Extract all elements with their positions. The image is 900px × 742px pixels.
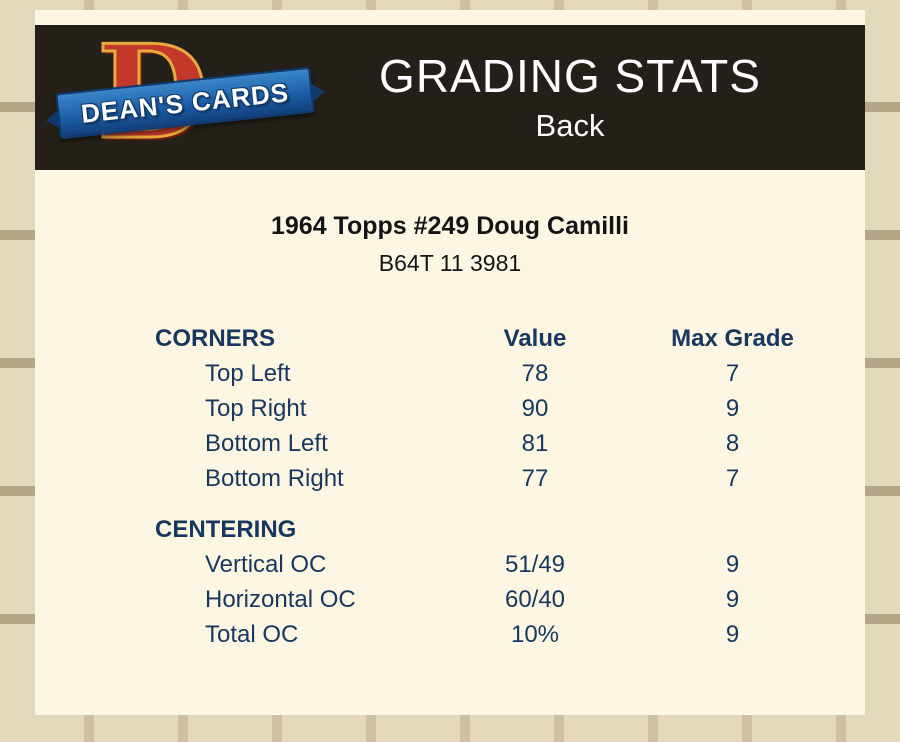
row-value: 78 — [521, 359, 549, 387]
row-label: Vertical OC — [205, 550, 327, 578]
row-label: Bottom Right — [205, 464, 344, 492]
table-header-row: CORNERS Value Max Grade — [155, 321, 835, 356]
card-title: 1964 Topps #249 Doug Camilli — [271, 212, 629, 240]
row-max-grade: 7 — [725, 359, 740, 387]
stats-table: CORNERS Value Max Grade Top Left 78 7 To… — [155, 321, 835, 652]
card-code: B64T 11 3981 — [378, 250, 522, 276]
column-header-value: Value — [503, 324, 567, 352]
row-max-grade: 9 — [725, 620, 740, 648]
table-row: Top Left 78 7 — [155, 356, 835, 391]
row-value: 81 — [521, 429, 549, 457]
row-value: 51/49 — [504, 550, 566, 578]
table-row: Vertical OC 51/49 9 — [155, 547, 835, 582]
table-row: Top Right 90 9 — [155, 391, 835, 426]
table-row: Bottom Left 81 8 — [155, 426, 835, 461]
table-row: Bottom Right 77 7 — [155, 461, 835, 496]
row-value: 10% — [510, 620, 560, 648]
row-label: Horizontal OC — [205, 585, 356, 613]
table-row: Total OC 10% 9 — [155, 617, 835, 652]
row-max-grade: 9 — [725, 550, 740, 578]
row-label: Bottom Left — [205, 429, 328, 457]
row-max-grade: 7 — [725, 464, 740, 492]
stats-content: 1964 Topps #249 Doug Camilli B64T 11 398… — [35, 212, 865, 652]
page-title: GRADING STATS — [379, 50, 761, 103]
table-row: Horizontal OC 60/40 9 — [155, 582, 835, 617]
row-label: Top Right — [205, 394, 307, 422]
row-label: Total OC — [205, 620, 299, 648]
row-max-grade: 8 — [725, 429, 740, 457]
section-header-row: CENTERING — [155, 512, 835, 547]
row-label: Top Left — [205, 359, 291, 387]
row-max-grade: 9 — [725, 585, 740, 613]
deans-cards-logo[interactable]: D DEAN'S CARDS — [55, 24, 325, 165]
section-label-centering: CENTERING — [155, 515, 297, 543]
row-max-grade: 9 — [725, 394, 740, 422]
section-gap — [155, 496, 835, 512]
grading-panel: D DEAN'S CARDS GRADING STATS Back 1964 T… — [35, 10, 865, 715]
section-label-corners: CORNERS — [155, 324, 276, 352]
row-value: 77 — [521, 464, 549, 492]
header-bar: D DEAN'S CARDS GRADING STATS Back — [35, 24, 865, 170]
row-value: 60/40 — [504, 585, 566, 613]
header-titles: GRADING STATS Back — [325, 51, 865, 144]
page-subtitle: Back — [535, 107, 605, 143]
row-value: 90 — [521, 394, 549, 422]
column-header-max-grade: Max Grade — [671, 324, 794, 352]
